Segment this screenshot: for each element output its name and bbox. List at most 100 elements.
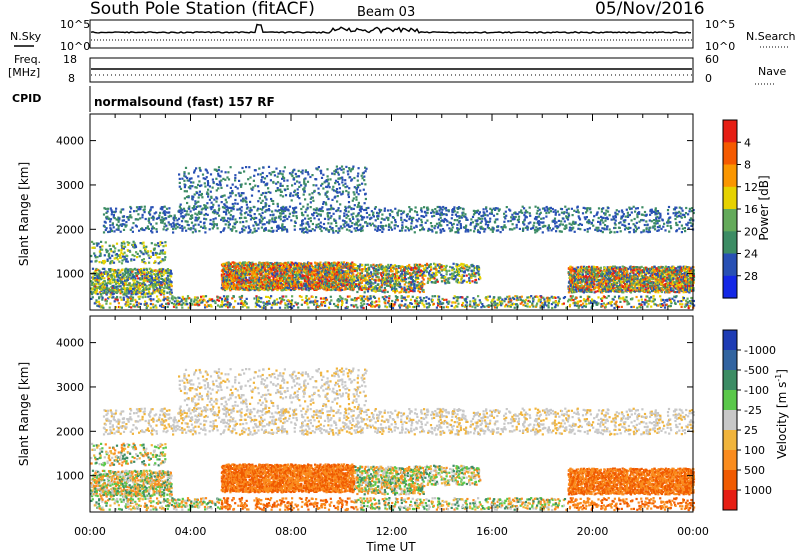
- power-cell: [408, 282, 411, 285]
- power-cell: [128, 284, 131, 287]
- power-cell: [258, 261, 261, 264]
- power-cell: [607, 288, 610, 291]
- power-cell: [213, 212, 216, 215]
- power-cell: [433, 281, 436, 284]
- power-cell: [338, 280, 341, 283]
- power-cell: [393, 287, 396, 290]
- power-cell: [213, 209, 216, 212]
- power-cell: [593, 270, 596, 274]
- power-cell: [337, 273, 340, 276]
- power-cell: [599, 266, 602, 269]
- power-cell: [211, 223, 214, 226]
- power-cell: [684, 269, 687, 273]
- power-cell: [125, 290, 128, 293]
- power-cell: [194, 230, 197, 233]
- power-cell: [130, 216, 133, 219]
- power-cell: [121, 290, 124, 294]
- power-cell: [225, 271, 228, 274]
- power-cell: [246, 272, 250, 275]
- power-cell: [474, 275, 477, 278]
- power-cell: [676, 290, 679, 293]
- power-cell: [225, 284, 228, 288]
- power-cell: [103, 277, 106, 280]
- power-cell: [204, 212, 208, 216]
- power-cell: [645, 267, 648, 270]
- power-cell: [333, 284, 336, 287]
- power-cell: [616, 274, 619, 277]
- power-cell: [96, 292, 99, 296]
- power-cell: [261, 211, 264, 214]
- power-cell: [266, 269, 270, 272]
- power-cell: [393, 267, 396, 270]
- power-cell: [586, 281, 589, 284]
- power-cell: [161, 291, 164, 294]
- power-cell: [625, 279, 628, 282]
- power-cell: [448, 269, 451, 272]
- power-cell: [639, 269, 642, 272]
- power-cell: [285, 288, 288, 291]
- power-cell: [370, 265, 373, 268]
- power-cell: [303, 227, 306, 230]
- power-cell: [268, 286, 271, 289]
- power-cell: [389, 268, 392, 271]
- power-cell: [431, 271, 434, 275]
- power-cell: [117, 285, 120, 288]
- power-cell: [127, 275, 130, 278]
- power-cell: [306, 272, 309, 275]
- power-cell: [223, 286, 226, 289]
- power-cell: [111, 290, 114, 293]
- power-cell: [408, 263, 411, 267]
- power-cell: [657, 279, 660, 282]
- power-cell: [114, 275, 117, 279]
- power-cell: [364, 263, 367, 266]
- power-cell: [223, 273, 226, 276]
- power-cell: [267, 284, 270, 287]
- power-cell: [591, 283, 594, 286]
- power-cell: [305, 222, 308, 225]
- power-cell: [643, 276, 646, 279]
- power-cell: [282, 210, 285, 213]
- power-cell: [232, 215, 235, 218]
- power-cell: [289, 267, 292, 270]
- power-cell: [337, 264, 340, 267]
- power-cell: [274, 220, 277, 223]
- power-cell: [669, 276, 672, 279]
- power-cell: [158, 280, 161, 284]
- power-cell: [580, 276, 583, 279]
- power-cell: [662, 286, 665, 289]
- power-cell: [607, 280, 610, 283]
- power-cell: [147, 271, 150, 274]
- power-cell: [665, 291, 668, 294]
- power-cell: [297, 288, 300, 291]
- power-cell: [589, 270, 593, 273]
- power-cell: [363, 274, 366, 277]
- power-cell: [380, 268, 383, 271]
- power-cell: [124, 225, 127, 228]
- power-cell: [603, 266, 606, 269]
- nsearch-tick-top: 10^5: [705, 18, 735, 31]
- power-cell: [425, 270, 428, 273]
- power-cell: [143, 211, 146, 214]
- power-cell: [109, 270, 112, 273]
- power-cell: [181, 225, 184, 228]
- power-cell: [203, 213, 206, 217]
- power-cell: [335, 267, 338, 270]
- power-cell: [655, 284, 658, 287]
- power-cell: [99, 293, 102, 296]
- power-cell: [655, 267, 658, 270]
- power-cell: [332, 270, 335, 273]
- power-cell: [259, 207, 262, 211]
- power-cell: [330, 278, 333, 281]
- power-cell: [257, 269, 260, 272]
- power-cell: [297, 276, 300, 279]
- power-cell: [94, 288, 97, 292]
- power-cell: [133, 291, 136, 294]
- power-cell: [304, 269, 307, 272]
- power-cell: [293, 268, 296, 272]
- power-cell: [117, 279, 120, 282]
- power-cell: [235, 220, 239, 223]
- power-cell: [601, 274, 604, 277]
- power-cell: [152, 216, 155, 219]
- power-cell: [629, 282, 632, 285]
- power-cell: [373, 272, 376, 275]
